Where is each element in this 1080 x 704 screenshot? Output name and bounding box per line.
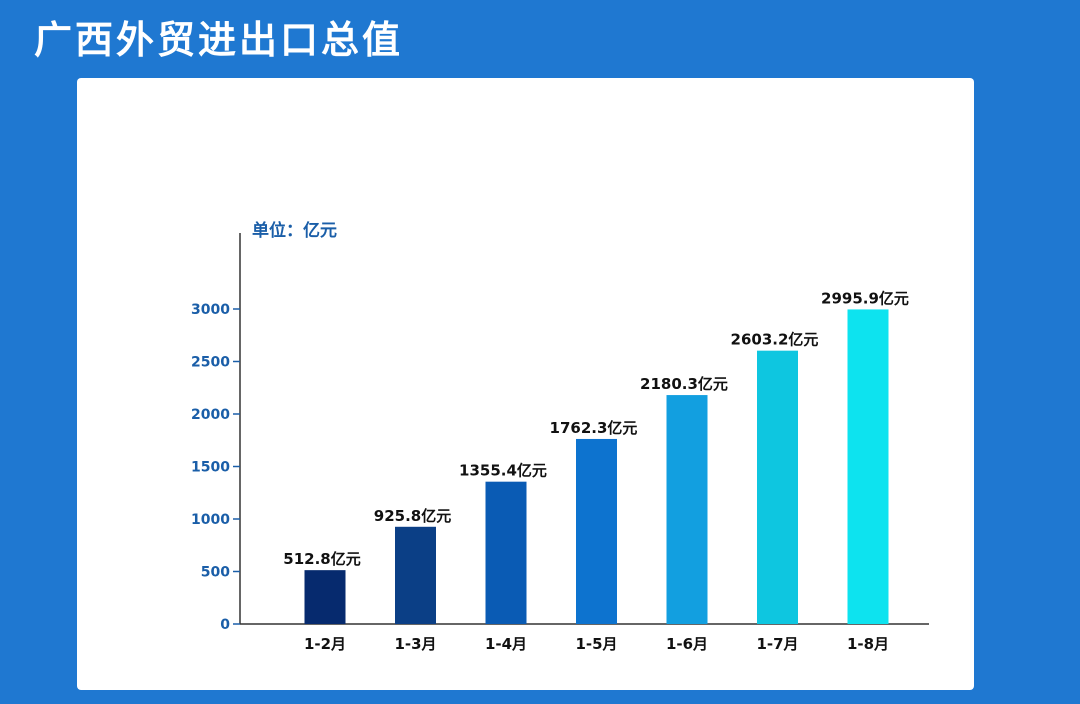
chart-panel: 单位：亿元 0 500 1000 1500 2000 2500 3000 512.8亿元 1-… bbox=[77, 78, 974, 690]
data-label: 2180.3亿元 bbox=[640, 375, 728, 393]
bar bbox=[847, 309, 889, 624]
x-tick-label: 1-5月 bbox=[575, 635, 617, 653]
x-tick-label: 1-4月 bbox=[485, 635, 527, 653]
y-tick-label: 0 bbox=[220, 617, 230, 633]
bar bbox=[395, 526, 436, 624]
y-tick-label: 500 bbox=[201, 565, 230, 581]
x-tick-label: 1-3月 bbox=[394, 635, 436, 653]
y-tick-label: 1000 bbox=[191, 512, 230, 528]
data-label: 1355.4亿元 bbox=[459, 462, 547, 480]
bar bbox=[485, 481, 527, 624]
x-tick-label: 1-8月 bbox=[847, 635, 889, 653]
y-tick-label: 3000 bbox=[191, 302, 230, 318]
data-label: 2603.2亿元 bbox=[731, 331, 819, 349]
bar bbox=[757, 350, 798, 624]
y-axis-unit-label: 单位：亿元 bbox=[252, 221, 337, 241]
bar bbox=[304, 570, 346, 624]
x-tick-label: 1-2月 bbox=[304, 635, 346, 653]
bar-chart: 0 500 1000 1500 2000 2500 3000 512.8亿元 1-2月 925.… bbox=[191, 233, 929, 653]
y-tick-label: 1500 bbox=[191, 460, 230, 476]
y-tick-label: 2000 bbox=[191, 407, 230, 423]
bar bbox=[576, 438, 617, 624]
data-label: 925.8亿元 bbox=[374, 507, 451, 525]
data-label: 2995.9亿元 bbox=[821, 289, 909, 307]
data-label: 1762.3亿元 bbox=[550, 419, 638, 437]
bar bbox=[666, 395, 708, 624]
y-tick-label: 2500 bbox=[191, 355, 230, 371]
data-label: 512.8亿元 bbox=[283, 550, 360, 568]
page-title: 广西外贸进出口总值 bbox=[34, 18, 404, 62]
x-tick-label: 1-7月 bbox=[756, 635, 798, 653]
x-tick-label: 1-6月 bbox=[666, 635, 708, 653]
